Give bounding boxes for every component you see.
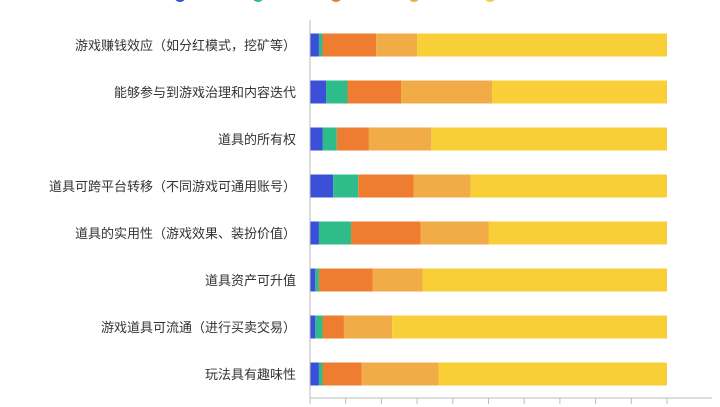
- legend: [175, 0, 495, 2]
- bar-segment: [358, 174, 414, 198]
- bar-segment: [401, 80, 493, 104]
- bar-segment: [310, 80, 327, 104]
- legend-swatch-5: [485, 0, 495, 2]
- category-label: 道具可跨平台转移（不同游戏可通用账号）: [49, 180, 296, 195]
- bar-segment: [420, 221, 489, 245]
- category-label: 能够参与到游戏治理和内容迭代: [114, 85, 296, 101]
- bar-segment: [413, 174, 471, 198]
- category-labels: 游戏赚钱效应（如分红模式，挖矿等） 能够参与到游戏治理和内容迭代道具的所有权道具可…: [49, 38, 296, 383]
- bar-segment: [310, 315, 316, 339]
- bar-segment: [322, 33, 377, 57]
- bar-segment: [318, 362, 323, 386]
- category-label: 道具的所有权: [218, 132, 296, 148]
- bar-segment: [347, 80, 402, 104]
- legend-swatch-3: [331, 0, 341, 2]
- bar-segment: [333, 174, 359, 198]
- bar-segment: [310, 127, 323, 151]
- category-label: 道具资产可升值: [205, 273, 296, 289]
- bar-segment: [318, 268, 373, 292]
- category-label: 道具的实用性（游戏效果、装扮价值）: [75, 226, 296, 242]
- bar-segment: [351, 221, 421, 245]
- bar-segment: [322, 362, 362, 386]
- bar-segment: [318, 33, 323, 57]
- x-axis: [309, 20, 712, 404]
- bar-segment: [431, 127, 667, 151]
- bar-segment: [315, 315, 323, 339]
- bar-segment: [310, 362, 319, 386]
- bar-segment: [343, 315, 393, 339]
- legend-swatch-2: [253, 0, 263, 2]
- bar-segment: [310, 174, 334, 198]
- bar-segment: [488, 221, 667, 245]
- bar-segment: [318, 221, 352, 245]
- bar-segment: [492, 80, 667, 104]
- bar-segment: [422, 268, 667, 292]
- bars-area: [310, 33, 667, 386]
- legend-swatch-4: [409, 0, 419, 2]
- bar-segment: [326, 80, 348, 104]
- bar-segment: [438, 362, 667, 386]
- category-label: 游戏道具可流通（进行买卖交易）: [101, 320, 296, 336]
- bar-segment: [310, 268, 316, 292]
- category-label: 玩法具有趣味性: [205, 368, 296, 383]
- bar-segment: [322, 127, 337, 151]
- bar-segment: [315, 268, 319, 292]
- category-label: 游戏赚钱效应（如分红模式，挖矿等）: [75, 38, 296, 54]
- bar-segment: [322, 315, 344, 339]
- bar-segment: [310, 33, 319, 57]
- bar-segment: [368, 127, 432, 151]
- bar-segment: [392, 315, 667, 339]
- legend-swatch-1: [175, 0, 185, 2]
- bar-segment: [470, 174, 667, 198]
- bar-segment: [417, 33, 667, 57]
- bar-segment: [336, 127, 369, 151]
- bar-segment: [361, 362, 439, 386]
- bar-segment: [376, 33, 418, 57]
- bar-segment: [310, 221, 319, 245]
- bar-segment: [372, 268, 423, 292]
